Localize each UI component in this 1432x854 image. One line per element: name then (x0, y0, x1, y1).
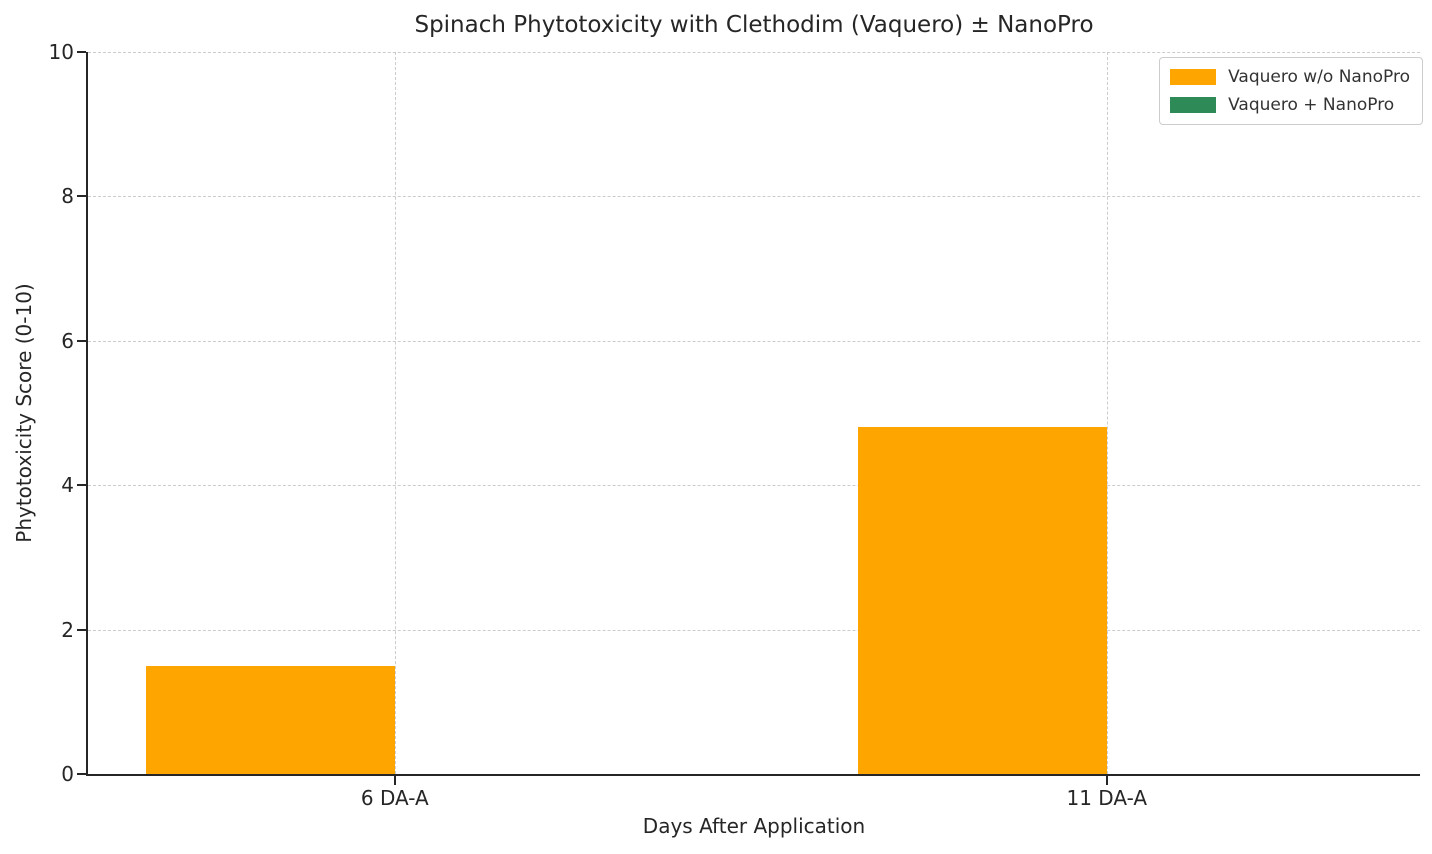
bar-vaquero-w-o-nanopro (145, 665, 395, 774)
x-tick-label: 11 DA-A (1066, 786, 1148, 810)
y-axis-label: Phytotoxicity Score (0-10) (12, 283, 36, 543)
x-tick-label: 6 DA-A (360, 786, 429, 810)
x-axis-label: Days After Application (642, 814, 866, 838)
legend: Vaquero w/o NanoPro Vaquero + NanoPro (1159, 57, 1423, 125)
x-tick-mark (393, 776, 396, 785)
h-gridline (88, 196, 1420, 198)
y-tick-mark (77, 628, 86, 631)
y-tick-mark (77, 51, 86, 53)
legend-swatch-icon (1170, 69, 1217, 85)
legend-entry: Vaquero + NanoPro (1170, 95, 1410, 115)
h-gridline (88, 629, 1420, 631)
legend-entry: Vaquero w/o NanoPro (1170, 67, 1410, 87)
v-gridline (394, 52, 396, 774)
v-gridline (1106, 52, 1108, 774)
bar-vaquero-w-o-nanopro (857, 427, 1107, 774)
legend-label: Vaquero + NanoPro (1228, 95, 1395, 115)
y-tick-label: 6 (61, 328, 74, 353)
y-tick-label: 0 (61, 762, 74, 786)
y-tick-mark (77, 195, 86, 198)
x-tick-mark (1105, 776, 1108, 785)
legend-swatch-icon (1170, 97, 1217, 113)
legend-label: Vaquero w/o NanoPro (1228, 67, 1410, 87)
y-tick-label: 10 (48, 40, 74, 64)
y-tick-mark (77, 773, 86, 775)
h-gridline (88, 52, 1420, 53)
y-tick-mark (77, 484, 86, 487)
plot-area (77, 51, 1420, 785)
chart-title: Spinach Phytotoxicity with Clethodim (Va… (414, 12, 1094, 38)
y-tick-label: 4 (61, 473, 74, 498)
h-gridline (88, 485, 1420, 487)
y-tick-mark (77, 339, 86, 342)
y-tick-label: 2 (61, 617, 74, 642)
h-gridline (88, 340, 1420, 342)
y-tick-label: 8 (61, 184, 74, 209)
